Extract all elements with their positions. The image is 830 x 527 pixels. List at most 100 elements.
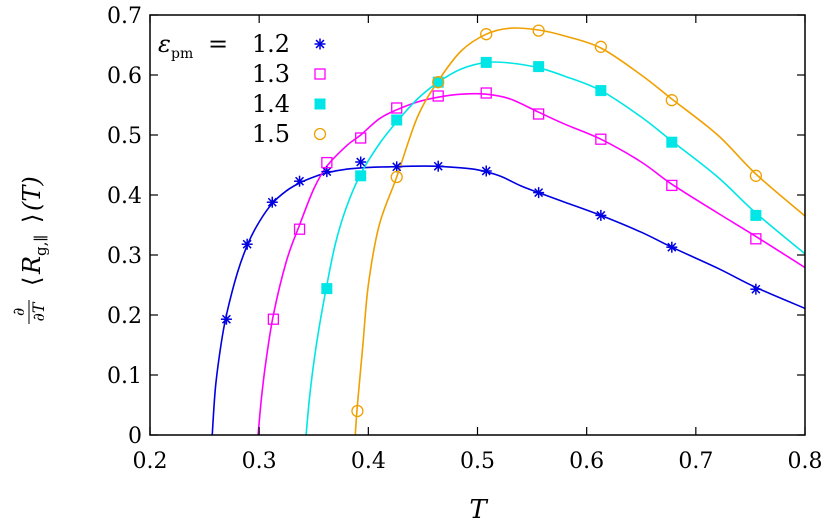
- data-point-1.3-shape: [293, 223, 306, 235]
- data-point-1.2-stroke: [221, 314, 231, 324]
- data-point-1.3: [532, 108, 545, 120]
- legend-marker-1.4-shape: [314, 98, 326, 110]
- data-point-1.4: [321, 283, 333, 295]
- data-point-1.5-shape: [351, 404, 364, 418]
- data-point-1.3: [595, 133, 607, 145]
- data-point-1.2-stroke: [534, 188, 544, 198]
- y-title-langle: ⟨: [18, 277, 46, 286]
- y-tick-label: 0.6: [107, 64, 142, 89]
- data-point-1.3: [391, 102, 403, 114]
- data-point-1.5: [351, 404, 364, 418]
- legend-equals: =: [208, 30, 228, 58]
- data-point-1.3-shape: [595, 133, 607, 145]
- y-title-r: R: [18, 256, 46, 275]
- data-point-1.3: [293, 223, 306, 235]
- data-point-1.4-shape: [355, 170, 367, 182]
- x-tick-label: 0.2: [133, 449, 168, 474]
- y-title-sub: g,∥: [32, 235, 50, 256]
- x-tick-label: 0.7: [678, 449, 713, 474]
- data-point-1.2: [595, 209, 607, 221]
- data-point-1.3: [267, 313, 280, 325]
- data-point-1.5: [665, 94, 678, 107]
- legend-marker-1.5: [313, 127, 327, 141]
- data-point-1.3-shape: [391, 102, 403, 114]
- data-point-1.4-shape: [595, 85, 607, 97]
- data-point-1.2: [533, 187, 545, 199]
- data-point-1.4: [750, 209, 762, 221]
- legend: 1.21.31.41.5 ε pm =: [158, 30, 327, 148]
- data-point-1.4-shape: [666, 136, 678, 148]
- data-point-1.2: [266, 196, 278, 208]
- data-point-1.2-stroke: [751, 284, 761, 294]
- data-point-1.3-shape: [666, 179, 678, 192]
- data-point-1.2-stroke: [295, 176, 305, 186]
- data-point-1.5-shape: [594, 40, 608, 53]
- data-point-1.3-shape: [355, 132, 367, 144]
- data-point-1.5-shape: [390, 170, 403, 184]
- legend-label-1.2: 1.2: [252, 30, 290, 58]
- data-point-1.5-shape: [432, 76, 445, 89]
- data-point-1.3-shape: [432, 90, 444, 102]
- x-tick-label: 0.5: [460, 449, 495, 474]
- data-point-1.5: [749, 169, 763, 182]
- legend-marker-1.4: [314, 98, 326, 110]
- y-tick-label: 0.1: [107, 364, 142, 389]
- data-point-1.5: [390, 170, 403, 184]
- data-point-1.4-shape: [391, 114, 403, 126]
- y-title-frac-num: ∂: [9, 308, 28, 316]
- axes: 0.2 0.3 0.4 0.5 0.6 0.7 0.8 0 0.1 0.2 0.3 0.4 0.5 0.6…: [107, 4, 823, 474]
- data-point-1.3: [480, 87, 492, 99]
- data-point-1.5: [432, 76, 445, 89]
- data-point-1.3-shape: [532, 108, 545, 120]
- legend-epsilon-sub: pm: [171, 46, 193, 62]
- data-point-1.2: [666, 241, 678, 253]
- data-point-1.5: [480, 28, 493, 41]
- data-point-1.4-shape: [750, 209, 762, 221]
- data-point-1.3: [355, 132, 367, 144]
- legend-label-1.4: 1.4: [252, 90, 290, 118]
- data-point-1.3-shape: [480, 87, 492, 99]
- legend-marker-1.3-shape: [314, 68, 326, 80]
- data-point-1.3: [432, 90, 444, 102]
- data-point-1.2: [220, 313, 232, 325]
- y-tick-label: 0.5: [107, 124, 142, 149]
- data-point-1.3-shape: [267, 313, 280, 325]
- data-point-1.5-shape: [749, 169, 763, 182]
- data-point-1.2-stroke: [481, 166, 491, 176]
- data-point-1.4: [666, 136, 678, 148]
- data-point-1.2-stroke: [392, 162, 402, 172]
- data-point-1.4: [391, 114, 403, 126]
- data-point-1.2-stroke: [356, 157, 366, 167]
- y-tick-label: 0: [128, 424, 142, 449]
- y-tick-label: 0.3: [107, 244, 142, 269]
- data-point-1.2-stroke: [322, 167, 332, 177]
- data-point-1.4-shape: [321, 283, 333, 295]
- data-point-1.5: [594, 40, 608, 53]
- legend-epsilon: ε: [158, 30, 171, 58]
- data-point-1.3: [750, 233, 762, 245]
- data-point-1.2: [750, 283, 762, 295]
- y-tick-label: 0.7: [107, 4, 142, 29]
- legend-marker-1.2-stroke: [315, 39, 325, 49]
- x-tick-label: 0.4: [351, 449, 386, 474]
- x-tick-label: 0.3: [242, 449, 277, 474]
- data-point-1.5-shape: [532, 24, 545, 37]
- x-tick-label: 0.8: [788, 449, 823, 474]
- data-point-1.2: [355, 156, 367, 168]
- data-point-1.3-shape: [321, 156, 333, 169]
- data-point-1.4-shape: [533, 61, 545, 73]
- y-title-frac-den: ∂T: [29, 301, 48, 321]
- data-point-1.4: [533, 61, 545, 73]
- data-point-1.3: [666, 179, 678, 192]
- data-point-1.5-shape: [480, 28, 493, 41]
- x-tick-label: 0.6: [569, 449, 604, 474]
- data-point-1.5-shape: [665, 94, 678, 107]
- legend-label-1.3: 1.3: [252, 60, 290, 88]
- legend-marker-1.5-shape: [313, 127, 327, 141]
- series-curve-1.5: [354, 27, 805, 435]
- data-point-1.2: [480, 165, 492, 177]
- y-title-rangle: ⟩: [18, 214, 46, 223]
- y-tick-label: 0.2: [107, 304, 142, 329]
